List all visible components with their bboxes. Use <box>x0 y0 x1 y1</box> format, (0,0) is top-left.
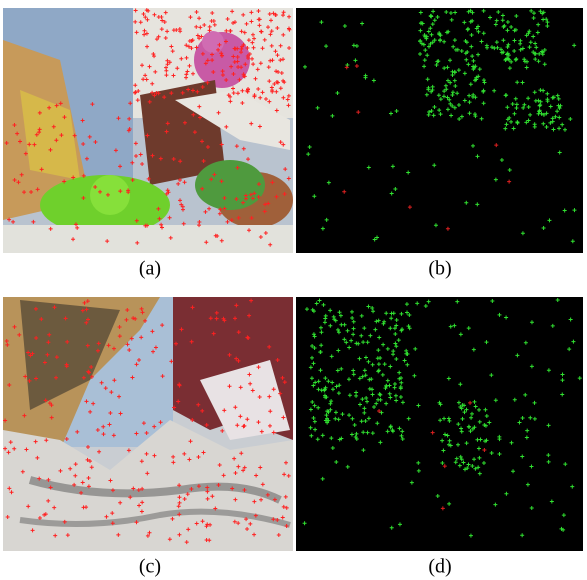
match-map-d <box>296 297 583 551</box>
match-map-b <box>296 8 583 253</box>
caption: (c) <box>139 556 161 578</box>
photo-c <box>3 297 293 551</box>
figure: (a) (b) (c) (d) <box>0 0 587 580</box>
caption: (a) <box>139 258 161 280</box>
caption: (d) <box>428 556 451 578</box>
photo-a <box>3 8 293 253</box>
caption: (b) <box>428 258 451 280</box>
